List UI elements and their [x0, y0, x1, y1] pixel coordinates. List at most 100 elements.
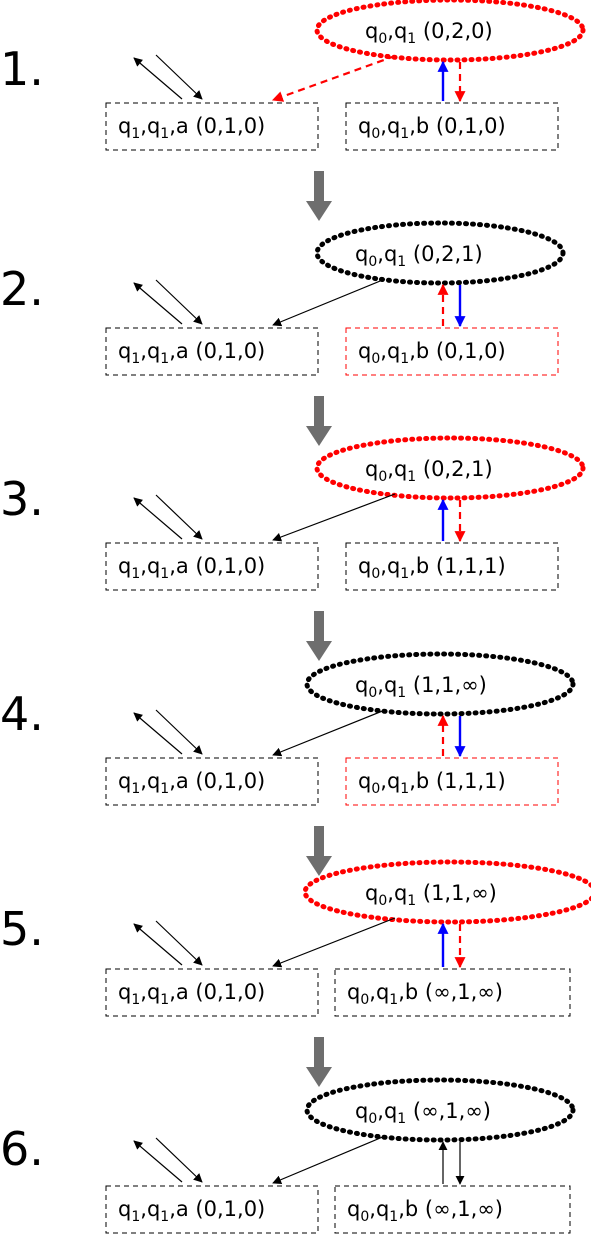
top-state-subscript: 1	[397, 1111, 406, 1127]
transition-arrow-shaft	[314, 171, 324, 203]
right-state-box	[334, 968, 571, 1017]
right-state-subscript: 1	[400, 566, 409, 582]
loop-arrow-out	[133, 282, 183, 325]
step-6: 6.q0,q1 (∞,1,∞)q1,q1,a (0,1,0) q0,q1,b (∞…	[0, 1077, 576, 1234]
edge-top-to-left	[272, 709, 386, 757]
right-state-box	[345, 102, 559, 151]
transition-arrow-down-icon	[306, 856, 332, 876]
step-number: 1.	[0, 42, 44, 96]
left-state-text: ,q	[140, 1197, 160, 1221]
transition-arrow-down-icon	[306, 641, 332, 661]
right-state-subscript: 1	[389, 1209, 398, 1225]
top-state-text: ,q	[377, 673, 397, 697]
top-state-subscript: 1	[407, 893, 416, 909]
right-state-text: ,q	[380, 114, 400, 138]
top-state-subscript: 0	[368, 254, 377, 270]
top-state-text: q	[365, 881, 378, 905]
left-state-subscript: 1	[160, 566, 169, 582]
top-state-text: ,q	[377, 1099, 397, 1123]
transition-arrow-shaft	[314, 611, 324, 643]
left-state-text: ,q	[140, 339, 160, 363]
right-state-subscript: 0	[371, 351, 380, 367]
right-state-text: q	[358, 554, 371, 578]
right-state-box	[345, 327, 559, 376]
loop-arrow-in	[155, 1137, 203, 1183]
right-state-label: q0,q1,b (1,1,1)	[358, 769, 506, 797]
left-state-text: ,a (0,1,0)	[169, 554, 265, 578]
right-state-text: ,q	[380, 769, 400, 793]
right-state-subscript: 1	[389, 992, 398, 1008]
top-state-node	[314, 220, 566, 286]
transition-arrow-shaft	[314, 396, 324, 428]
top-state-text: q	[355, 1099, 368, 1123]
step-number: 2.	[0, 262, 44, 316]
left-state-text: ,a (0,1,0)	[169, 339, 265, 363]
step-3: 3.q0,q1 (0,2,1)q1,q1,a (0,1,0) q0,q1,b (1…	[0, 435, 586, 661]
right-state-box	[345, 757, 559, 806]
edge-top-to-left	[272, 493, 396, 542]
right-state-label: q0,q1,b (∞,1,∞)	[347, 980, 503, 1008]
loop-arrow-in	[155, 54, 203, 100]
left-state-box	[105, 757, 319, 806]
top-state-text: q	[355, 242, 368, 266]
loop-arrow-out	[133, 1140, 183, 1183]
right-state-subscript: 0	[371, 566, 380, 582]
right-state-subscript: 1	[400, 781, 409, 797]
top-state-text: (1,1,∞)	[416, 881, 497, 905]
transition-arrow-down-icon	[306, 1067, 332, 1087]
right-state-subscript: 0	[371, 126, 380, 142]
right-state-subscript: 0	[360, 992, 369, 1008]
right-state-text: ,b (0,1,0)	[409, 339, 506, 363]
right-state-text: q	[358, 339, 371, 363]
right-state-text: q	[347, 1197, 360, 1221]
right-state-text: ,q	[380, 339, 400, 363]
step-number: 3.	[0, 472, 44, 526]
left-state-label: q1,q1,a (0,1,0)	[118, 769, 265, 797]
transition-arrow-down-icon	[306, 426, 332, 446]
top-state-text: ,q	[387, 881, 407, 905]
right-state-text: ,q	[369, 980, 389, 1004]
top-state-text: (1,1,∞)	[406, 673, 487, 697]
right-state-text: q	[358, 114, 371, 138]
edge-top-to-left	[271, 54, 396, 102]
right-state-subscript: 0	[360, 1209, 369, 1225]
left-state-label: q1,q1,a (0,1,0)	[118, 1197, 265, 1225]
step-4: 4.q0,q1 (1,1,∞)q1,q1,a (0,1,0) q0,q1,b (1…	[0, 651, 576, 876]
top-state-subscript: 0	[378, 31, 387, 47]
loop-arrow-in	[155, 279, 203, 325]
top-state-text: (0,2,0)	[416, 19, 493, 43]
transition-arrow-shaft	[314, 826, 324, 858]
right-state-label: q0,q1,b (1,1,1)	[358, 554, 506, 582]
top-state-subscript: 0	[378, 893, 387, 909]
top-state-text: (∞,1,∞)	[406, 1099, 491, 1123]
top-state-subscript: 1	[397, 254, 406, 270]
left-state-subscript: 1	[160, 1209, 169, 1225]
right-state-text: ,b (∞,1,∞)	[398, 980, 503, 1004]
left-state-box	[105, 102, 319, 151]
left-state-subscript: 1	[131, 781, 140, 797]
left-state-text: ,q	[140, 769, 160, 793]
right-state-text: ,q	[369, 1197, 389, 1221]
loop-arrow-in	[155, 920, 203, 966]
left-state-subscript: 1	[160, 126, 169, 142]
right-state-label: q0,q1,b (0,1,0)	[358, 114, 506, 142]
edge-top-to-left	[272, 1135, 386, 1185]
top-state-label: q0,q1 (0,2,0)	[365, 19, 493, 47]
right-state-text: ,b (1,1,1)	[409, 769, 506, 793]
left-state-box	[105, 968, 319, 1017]
left-state-subscript: 1	[160, 992, 169, 1008]
left-state-label: q1,q1,a (0,1,0)	[118, 339, 265, 367]
top-state-text: q	[355, 673, 368, 697]
edge-top-to-left	[272, 278, 386, 327]
left-state-subscript: 1	[160, 781, 169, 797]
top-state-text: (0,2,1)	[406, 242, 483, 266]
top-state-subscript: 0	[368, 1111, 377, 1127]
left-state-text: ,q	[140, 114, 160, 138]
right-state-text: ,q	[380, 554, 400, 578]
left-state-subscript: 1	[131, 1209, 140, 1225]
step-number: 5.	[0, 902, 44, 956]
step-2: 2.q0,q1 (0,2,1)q1,q1,a (0,1,0) q0,q1,b (0…	[0, 220, 566, 446]
loop-arrow-in	[155, 494, 203, 540]
loop-arrow-out	[133, 712, 183, 755]
